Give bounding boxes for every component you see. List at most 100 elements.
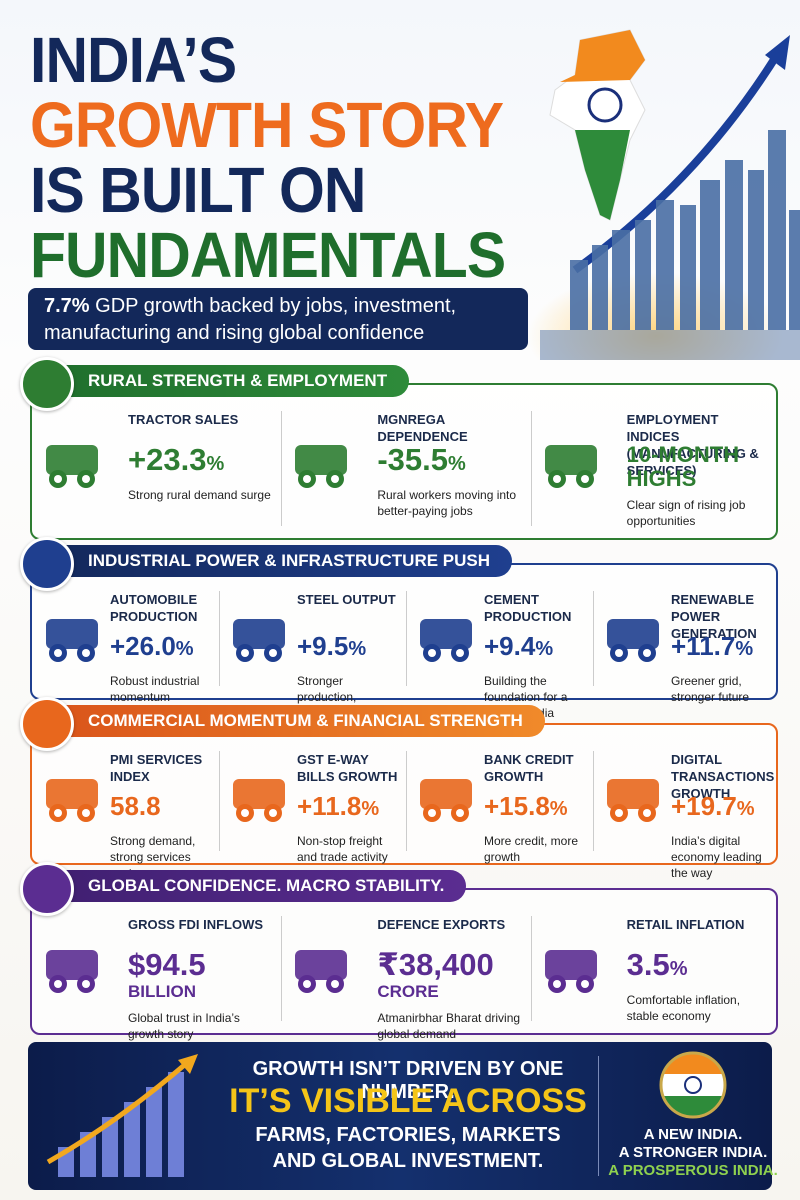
metric-value: +9.5%: [297, 629, 366, 666]
footer-line: GROWTH ISN’T DRIVEN BY ONE NUMBER.: [252, 1058, 564, 1103]
item-icon: [544, 445, 597, 488]
metric-item: PMI SERVICES INDEX 58.8 Strong demand, str…: [32, 743, 219, 880]
item-icon-wrap: [38, 765, 108, 830]
metric-note: Global trust in India’s growth story: [128, 1011, 240, 1041]
metric-item: CEMENT PRODUCTION +9.4% Building the found…: [406, 583, 593, 720]
section-box: TRACTOR SALES +23.3% Strong rural demand s…: [30, 383, 778, 540]
item-icon-wrap: [412, 765, 482, 830]
section-box: GROSS FDI INFLOWS $94.5 BILLION Global trus…: [30, 888, 780, 1041]
section-icon: [20, 357, 74, 411]
metric-number: +11.7: [671, 631, 736, 661]
metric-value: 3.5%: [627, 948, 688, 986]
subtitle-highlight: 7.7%: [44, 295, 90, 317]
metric-label: GST E-WAY BILLS GROWTH: [297, 752, 398, 784]
footer-slogan: A PROSPEROUS INDIA.: [608, 1162, 778, 1179]
metric-note: Greener grid, stronger future: [671, 674, 750, 704]
metric-item: MGNREGA DEPENDENCE -35.5% Rural workers mo…: [281, 403, 530, 542]
metric-label: RETAIL INFLATION: [626, 917, 745, 932]
item-icon: [295, 445, 348, 488]
item-divider: [406, 591, 407, 686]
section-title: GLOBAL CONFIDENCE. MACRO STABILITY.: [40, 870, 467, 902]
item-divider: [281, 916, 283, 1021]
metric-item: STEEL OUTPUT+9.5%Stronger production, st…: [219, 583, 406, 720]
metric-unit: %: [735, 638, 754, 660]
metric-label: EMPLOYMENT INDICES (MANUFACTURING & SERV…: [626, 412, 759, 478]
item-divider: [281, 411, 283, 526]
metric-label: STEEL OUTPUT: [297, 592, 396, 607]
title-line: GROWTH STORY: [30, 89, 504, 161]
item-icon-wrap: [287, 936, 357, 1001]
item-icon-wrap: [225, 605, 295, 670]
metric-item: RENEWABLE POWER GENERATION +11.7% Greener …: [593, 583, 780, 704]
metric-unit: %: [348, 638, 367, 660]
metric-note: India’s digital economy leading the way: [671, 834, 762, 880]
metric-value: +9.4%: [484, 629, 553, 666]
item-icon: [607, 779, 659, 822]
metric-item: GROSS FDI INFLOWS $94.5 BILLION Global trus…: [32, 908, 281, 1041]
item-icon-wrap: [599, 765, 669, 830]
metric-number: 58.8: [110, 791, 161, 821]
metric-note: Strong rural demand surge: [128, 488, 271, 502]
metric-value: $94.5: [128, 948, 206, 982]
item-icon: [46, 950, 98, 993]
item-icon-wrap: [537, 936, 607, 1001]
metric-number: +19.7: [671, 791, 737, 821]
item-icon-wrap: [412, 605, 482, 670]
subtitle-text: GDP growth backed by jobs, investment, m…: [44, 295, 457, 344]
item-divider: [530, 411, 532, 526]
metric-item: EMPLOYMENT INDICES (MANUFACTURING & SERV…: [530, 403, 780, 542]
item-divider: [593, 591, 594, 686]
metric-item: DEFENCE EXPORTS ₹38,400 CRORE Atmanirbhar B…: [281, 908, 530, 1041]
item-divider: [593, 751, 594, 851]
metric-number: +11.8: [297, 791, 362, 821]
metric-unit: %: [736, 798, 755, 820]
item-icon: [46, 619, 98, 662]
metric-value: -35.5%: [377, 443, 465, 481]
metric-label: TRACTOR SALES: [128, 412, 239, 427]
metric-note: More credit, more growth: [484, 834, 579, 864]
footer: GROWTH ISN’T DRIVEN BY ONE NUMBER. IT’S …: [28, 1042, 778, 1190]
footer-slogan: A STRONGER INDIA.: [618, 1144, 768, 1161]
item-icon-wrap: [38, 431, 108, 496]
metric-unit: %: [206, 453, 225, 475]
footer-chart-illustration: [46, 1054, 198, 1177]
metric-value: ₹38,400: [377, 948, 493, 982]
metric-number: +26.0: [110, 631, 176, 661]
item-divider: [406, 751, 407, 851]
metric-number: ₹38,400: [377, 947, 494, 982]
item-icon: [420, 779, 472, 822]
metric-value: +19.7%: [671, 789, 755, 826]
metric-number: +9.4: [484, 631, 536, 661]
section-icon: [20, 697, 74, 751]
metric-item: BANK CREDIT GROWTH +15.8% More credit, mor…: [406, 743, 593, 867]
metric-unit: %: [669, 958, 688, 980]
metric-item: AUTOMOBILE PRODUCTION +26.0% Robust indust…: [32, 583, 219, 704]
title-line: FUNDAMENTALS: [30, 219, 506, 291]
item-icon: [420, 619, 472, 662]
item-icon-wrap: [225, 765, 295, 830]
metric-number: $94.5: [128, 947, 206, 982]
metric-item: RETAIL INFLATION 3.5% Comfortable inflatio…: [530, 908, 780, 1037]
item-icon-wrap: [38, 605, 108, 670]
metric-subunit: BILLION: [128, 982, 196, 1001]
metric-number: +23.3: [128, 442, 207, 477]
metric-label: DEFENCE EXPORTS: [377, 917, 506, 932]
metric-number: +15.8: [484, 791, 550, 821]
metric-note: Atmanirbhar Bharat driving global demand: [377, 1011, 521, 1041]
metric-number: +9.5: [297, 631, 349, 661]
metric-label: AUTOMOBILE PRODUCTION: [110, 592, 198, 624]
metric-value: +23.3%: [128, 443, 224, 481]
metric-label: MGNREGA DEPENDENCE: [377, 412, 468, 444]
footer-line: AND GLOBAL INVESTMENT.: [272, 1150, 544, 1172]
title-line: IS BUILT ON: [30, 154, 366, 226]
metric-subunit: CRORE: [377, 982, 439, 1001]
item-icon: [233, 619, 285, 662]
item-icon-wrap: [599, 605, 669, 670]
hero-illustration: [480, 29, 800, 360]
metric-value: +11.8%: [297, 789, 379, 826]
item-icon: [295, 950, 348, 993]
footer-slogan: A NEW INDIA.: [643, 1126, 743, 1143]
metric-note: Comfortable inflation, stable economy: [626, 993, 741, 1023]
metric-label: DIGITAL TRANSACTIONS GROWTH: [671, 752, 775, 801]
